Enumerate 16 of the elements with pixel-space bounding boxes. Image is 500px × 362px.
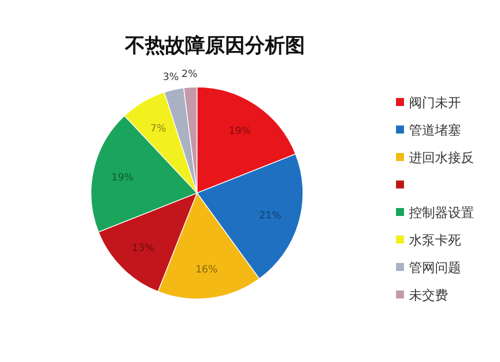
data-label: 19% xyxy=(228,126,252,137)
legend-label: 水泵卡死 xyxy=(409,234,461,248)
data-label: 7% xyxy=(150,123,166,134)
data-label: 13% xyxy=(132,242,154,254)
data-label: 2% xyxy=(182,69,198,80)
legend-label: 管道堵塞 xyxy=(409,122,461,138)
legend-label: 未交费 xyxy=(409,288,448,304)
chart-title: 不热故障原因分析图 xyxy=(124,33,305,57)
legend-label: 控制器设置 xyxy=(409,206,474,221)
data-label: 3% xyxy=(162,72,179,83)
legend-label: 管网问题 xyxy=(409,261,461,276)
legend-label: 阀门未开 xyxy=(409,95,461,111)
data-label: 19% xyxy=(111,172,134,184)
data-label: 21% xyxy=(259,210,282,222)
legend-label: 进回水接反 xyxy=(409,151,474,166)
data-label: 16% xyxy=(195,264,218,276)
